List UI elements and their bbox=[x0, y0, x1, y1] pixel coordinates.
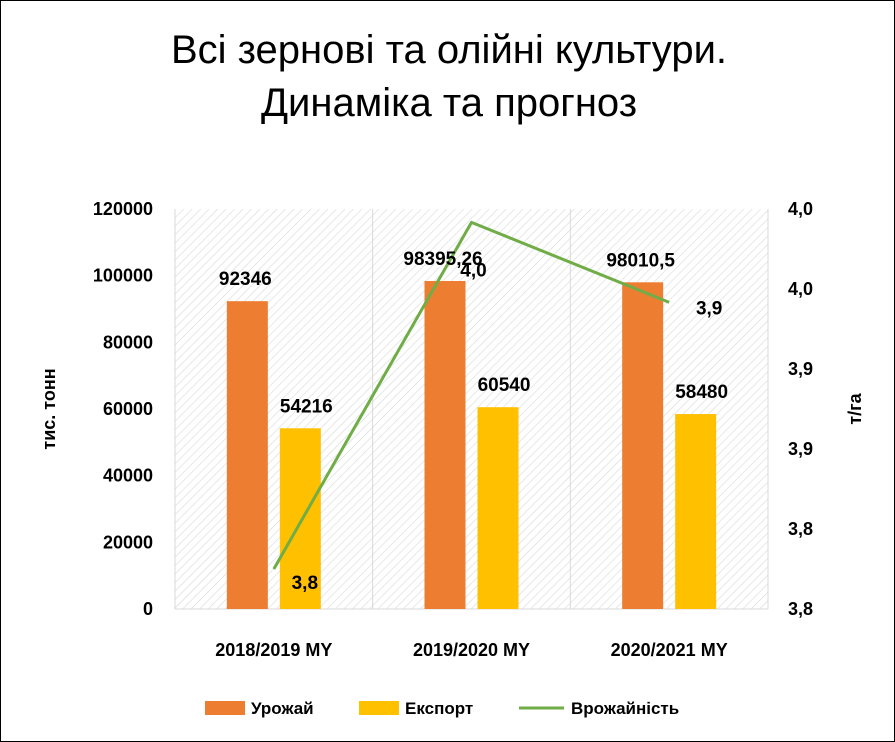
chart-title: Всі зернові та олійні культури. Динаміка… bbox=[171, 28, 727, 125]
y2-tick-label: 3,8 bbox=[788, 599, 813, 619]
data-label: 58480 bbox=[675, 382, 728, 403]
y-tick-label: 20000 bbox=[103, 532, 153, 552]
x-tick-label: 2020/2021 MY bbox=[611, 640, 728, 660]
legend: Урожай Експорт Врожайність bbox=[205, 699, 679, 718]
y2-tick-label: 3,9 bbox=[788, 439, 813, 459]
bar bbox=[424, 281, 466, 609]
y-tick-label: 40000 bbox=[103, 466, 153, 486]
y-tick-label: 80000 bbox=[103, 332, 153, 352]
plot-area bbox=[175, 209, 768, 609]
y-tick-label: 60000 bbox=[103, 399, 153, 419]
x-tick-label: 2019/2020 MY bbox=[413, 640, 530, 660]
data-label: 60540 bbox=[478, 375, 531, 396]
x-axis: 2018/2019 MY 2019/2020 MY 2020/2021 MY bbox=[215, 640, 727, 660]
x-tick-label: 2018/2019 MY bbox=[215, 640, 332, 660]
line-data-label: 3,8 bbox=[292, 573, 318, 594]
y-axis-right: 3,8 3,8 3,9 3,9 4,0 4,0 bbox=[788, 199, 813, 619]
y2-tick-label: 3,8 bbox=[788, 519, 813, 539]
legend-label: Урожай bbox=[251, 699, 314, 718]
bars bbox=[226, 281, 717, 609]
data-label: 98010,5 bbox=[606, 250, 675, 271]
bar bbox=[675, 414, 717, 609]
y-tick-label: 0 bbox=[143, 599, 153, 619]
y2-axis-label: т/га bbox=[845, 392, 865, 424]
line-data-label: 3,9 bbox=[696, 298, 722, 319]
vertical-gridlines bbox=[174, 209, 769, 610]
y2-tick-label: 4,0 bbox=[788, 279, 813, 299]
data-label: 98395,26 bbox=[403, 249, 482, 270]
bar bbox=[622, 282, 664, 609]
y-tick-label: 100000 bbox=[93, 266, 153, 286]
legend-swatch bbox=[205, 701, 245, 715]
yield-line-path bbox=[272, 220, 670, 570]
chart-title-line-1: Всі зернові та олійні культури. bbox=[171, 28, 727, 72]
data-labels: 92346 54216 98395,26 60540 98010,5 58480 3,8 4,… bbox=[219, 249, 728, 594]
legend-label: Експорт bbox=[405, 699, 473, 718]
data-label: 54216 bbox=[280, 396, 333, 417]
y-tick-label: 120000 bbox=[93, 199, 153, 219]
y-axis-left: 0 20000 40000 60000 80000 100000 120000 bbox=[93, 199, 153, 619]
legend-swatch bbox=[359, 701, 399, 715]
chart-title-line-2: Динаміка та прогноз bbox=[261, 81, 637, 125]
y-axis-label: тис. тонн bbox=[39, 368, 59, 449]
yield-line bbox=[272, 220, 670, 570]
plot-background bbox=[175, 209, 768, 609]
y2-tick-label: 3,9 bbox=[788, 359, 813, 379]
line-data-label: 4,0 bbox=[460, 260, 486, 281]
bar bbox=[477, 407, 519, 609]
y2-tick-label: 4,0 bbox=[788, 199, 813, 219]
bar bbox=[226, 301, 268, 609]
bar bbox=[279, 428, 321, 609]
legend-label: Врожайність bbox=[571, 699, 679, 718]
data-label: 92346 bbox=[219, 269, 272, 290]
